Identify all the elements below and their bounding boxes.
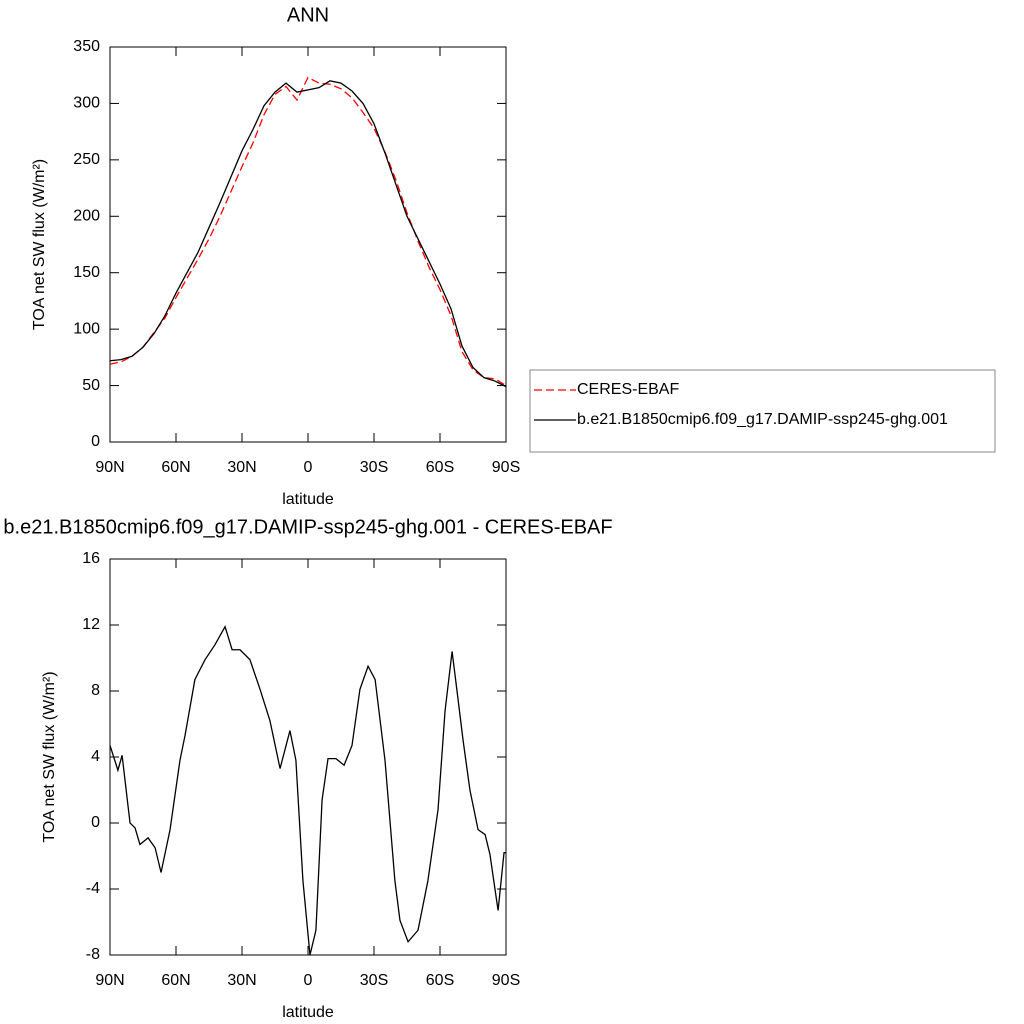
x-axis-label: latitude: [282, 491, 334, 508]
y-tick-label: 250: [73, 151, 100, 168]
x-tick-label: 30N: [227, 972, 256, 989]
y-tick-label: -8: [86, 946, 100, 963]
y-tick-label: 4: [91, 748, 100, 765]
y-tick-label: 350: [73, 38, 100, 55]
x-tick-label: 30N: [227, 459, 256, 476]
x-tick-label: 90N: [95, 459, 124, 476]
y-tick-label: 200: [73, 208, 100, 225]
plot-frame: [109, 46, 507, 443]
legend-label: CERES-EBAF: [577, 381, 679, 398]
x-axis-label: latitude: [282, 1004, 334, 1021]
data-line: [109, 624, 506, 956]
y-axis-label: TOA net SW flux (W/m²): [41, 671, 58, 842]
x-tick-label: 30S: [360, 459, 388, 476]
data-line: [109, 76, 507, 387]
x-tick-label: 60N: [161, 459, 190, 476]
x-tick-label: 90S: [492, 972, 520, 989]
y-tick-label: 0: [91, 814, 100, 831]
y-tick-label: 300: [73, 95, 100, 112]
chart-title: b.e21.B1850cmip6.f09_g17.DAMIP-ssp245-gh…: [3, 516, 612, 538]
y-tick-label: 100: [73, 320, 100, 337]
x-tick-label: 0: [304, 459, 313, 476]
y-tick-label: 16: [82, 550, 100, 567]
legend-label: b.e21.B1850cmip6.f09_g17.DAMIP-ssp245-gh…: [577, 411, 948, 428]
x-tick-label: 60S: [426, 972, 454, 989]
plot-frame: [109, 558, 507, 956]
y-tick-label: 150: [73, 264, 100, 281]
x-tick-label: 90N: [95, 972, 124, 989]
x-tick-label: 60S: [426, 459, 454, 476]
y-tick-label: 50: [82, 377, 100, 394]
x-tick-label: 60N: [161, 972, 190, 989]
x-tick-label: 90S: [492, 459, 520, 476]
y-tick-label: 12: [82, 616, 100, 633]
y-tick-label: 0: [91, 433, 100, 450]
chart-title: ANN: [287, 4, 329, 26]
y-tick-label: 8: [91, 682, 100, 699]
data-line: [109, 80, 507, 388]
y-axis-label: TOA net SW flux (W/m²): [31, 159, 48, 330]
x-tick-label: 30S: [360, 972, 388, 989]
y-tick-label: -4: [86, 880, 100, 897]
x-tick-label: 0: [304, 972, 313, 989]
legend-box: [529, 369, 996, 453]
